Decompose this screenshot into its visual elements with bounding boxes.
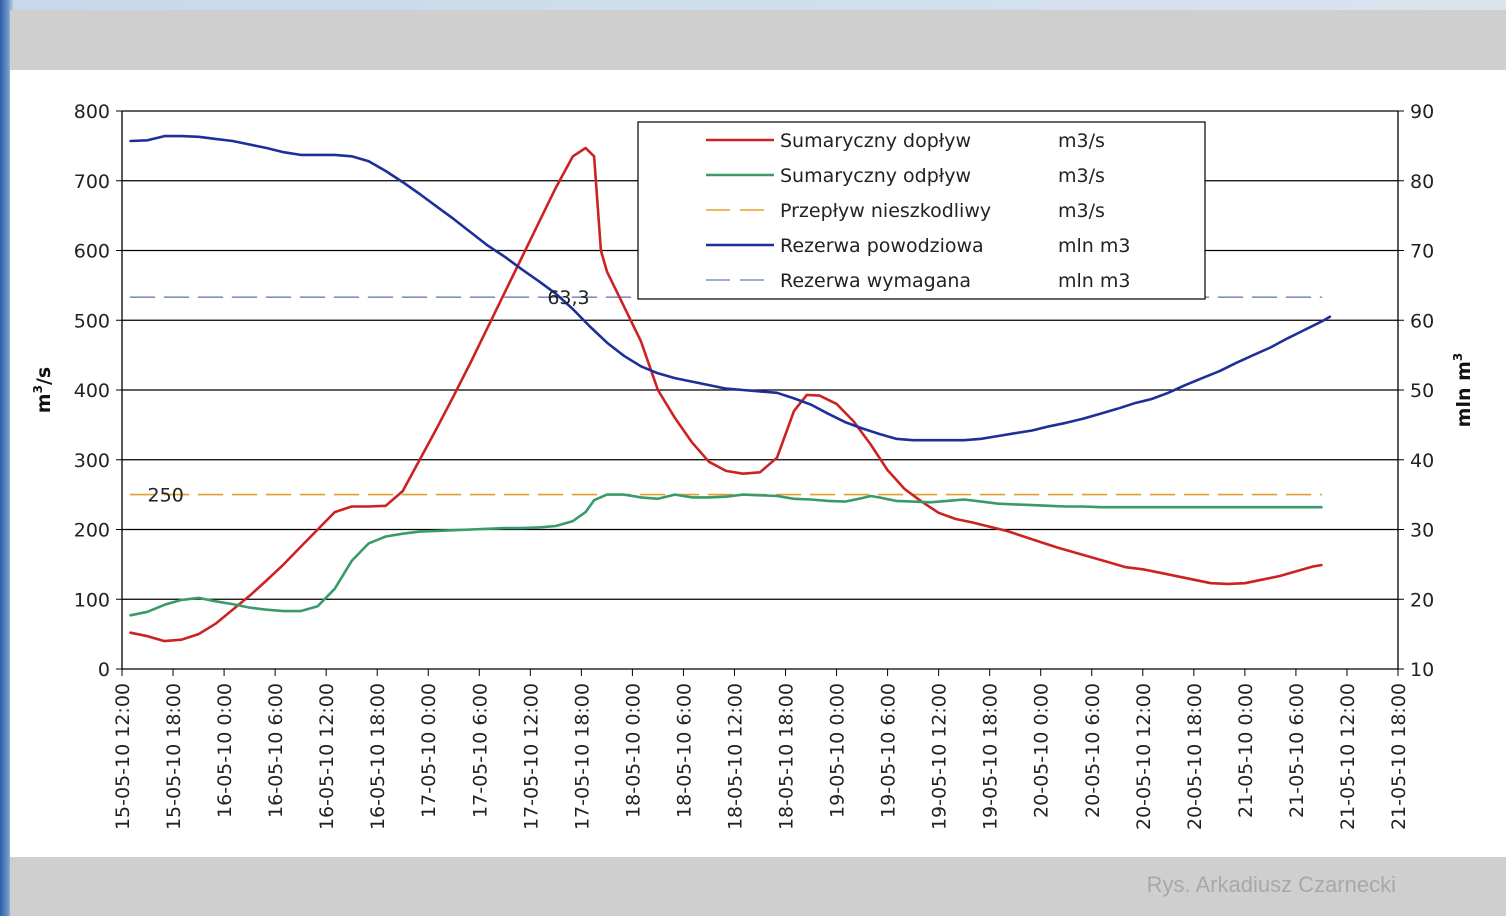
reference-line-label: 250 — [148, 485, 184, 507]
x-tick-label: 20-05-10 6:00 — [1082, 683, 1104, 818]
y-right-tick-label: 10 — [1410, 659, 1434, 681]
y-right-tick-label: 80 — [1410, 171, 1434, 193]
y-left-tick-label: 400 — [74, 380, 110, 402]
x-tick-label: 17-05-10 6:00 — [469, 683, 491, 818]
x-tick-label: 20-05-10 0:00 — [1031, 683, 1053, 818]
axis-layer: 0 100 200 300 400 500 600 700 800 10 20 30 40 50 60 70 8… — [31, 101, 1475, 830]
x-tick-label: 16-05-10 12:00 — [316, 683, 338, 830]
figure-credit: Rys. Arkadiusz Czarnecki — [1146, 872, 1396, 897]
chart-panel: 0 100 200 300 400 500 600 700 800 10 20 30 40 50 60 70 8… — [10, 70, 1506, 857]
y-right-tick-label: 50 — [1410, 380, 1434, 402]
y-left-axis-title: m3/s — [31, 367, 55, 413]
legend-label: Rezerwa powodziowa — [780, 235, 984, 257]
legend-unit: mln m3 — [1058, 235, 1130, 257]
y-left-tick-label: 600 — [74, 241, 110, 263]
y-left-tick-label: 500 — [74, 310, 110, 332]
legend-label: Przepływ nieszkodliwy — [780, 200, 991, 222]
x-tick-label: 18-05-10 6:00 — [673, 683, 695, 818]
x-tick-label: 21-05-10 6:00 — [1286, 683, 1308, 818]
x-tick-label: 16-05-10 18:00 — [367, 683, 389, 830]
line-chart: 0 100 200 300 400 500 600 700 800 10 20 30 40 50 60 70 8… — [31, 101, 1475, 830]
y-right-tick-label: 60 — [1410, 310, 1434, 332]
y-left-tick-label: 800 — [74, 101, 110, 123]
x-tick-label: 21-05-10 18:00 — [1388, 683, 1410, 830]
x-tick-label: 18-05-10 12:00 — [724, 683, 746, 830]
annotation-layer: 63,3 250 — [148, 287, 590, 506]
legend-unit: m3/s — [1058, 165, 1105, 187]
y-right-tick-label: 40 — [1410, 450, 1434, 472]
legend-box — [637, 121, 1206, 300]
x-tick-label: 21-05-10 0:00 — [1235, 683, 1257, 818]
legend-label: Sumaryczny odpływ — [780, 165, 971, 187]
x-tick-label: 20-05-10 12:00 — [1133, 683, 1155, 830]
legend-unit: mln m3 — [1058, 270, 1130, 292]
legend-unit: m3/s — [1058, 200, 1105, 222]
x-tick-label: 16-05-10 6:00 — [265, 683, 287, 818]
x-tick-label: 17-05-10 18:00 — [571, 683, 593, 830]
x-tick-label: 16-05-10 0:00 — [214, 683, 236, 818]
y-right-tick-label: 90 — [1410, 101, 1434, 123]
y-left-tick-label: 300 — [74, 450, 110, 472]
bottom-frame-bar — [10, 857, 1506, 916]
x-tick-label: 18-05-10 0:00 — [622, 683, 644, 818]
y-left-tick-label: 700 — [74, 171, 110, 193]
top-frame-bar — [10, 10, 1506, 70]
x-tick-label: 15-05-10 12:00 — [112, 683, 134, 830]
x-tick-label: 19-05-10 0:00 — [827, 683, 849, 818]
legend-unit: m3/s — [1058, 130, 1105, 152]
x-tick-label: 21-05-10 12:00 — [1337, 683, 1359, 830]
y-left-tick-label: 200 — [74, 520, 110, 542]
y-right-tick-label: 30 — [1410, 520, 1434, 542]
reference-line-label: 63,3 — [547, 287, 589, 309]
y-right-tick-label: 20 — [1410, 589, 1434, 611]
x-tick-label: 19-05-10 12:00 — [929, 683, 951, 830]
x-tick-label: 17-05-10 12:00 — [520, 683, 542, 830]
y-left-tick-label: 100 — [74, 589, 110, 611]
x-tick-label: 18-05-10 18:00 — [776, 683, 798, 830]
legend-label: Rezerwa wymagana — [780, 270, 971, 292]
legend-label: Sumaryczny dopływ — [780, 130, 971, 152]
legend: Sumaryczny dopływ m3/s Sumaryczny odpływ m3… — [637, 121, 1206, 300]
x-tick-label: 15-05-10 18:00 — [163, 683, 185, 830]
y-left-tick-label: 0 — [98, 659, 110, 681]
y-right-tick-label: 70 — [1410, 241, 1434, 263]
x-tick-label: 17-05-10 0:00 — [418, 683, 440, 818]
series-sumaryczny-odplyw — [129, 493, 1323, 617]
x-tick-label: 19-05-10 18:00 — [980, 683, 1002, 830]
series-sumaryczny-doplyw — [129, 146, 1323, 643]
x-tick-label: 20-05-10 18:00 — [1184, 683, 1206, 830]
x-tick-label: 19-05-10 6:00 — [878, 683, 900, 818]
series-rezerwa-powodziowa — [129, 134, 1332, 442]
y-right-axis-title: mln m3 — [1451, 353, 1475, 428]
